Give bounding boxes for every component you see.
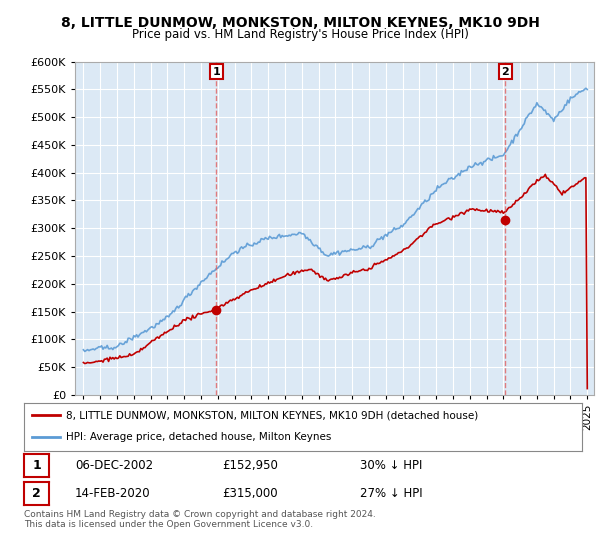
Text: 8, LITTLE DUNMOW, MONKSTON, MILTON KEYNES, MK10 9DH (detached house): 8, LITTLE DUNMOW, MONKSTON, MILTON KEYNE… xyxy=(66,410,478,420)
Text: HPI: Average price, detached house, Milton Keynes: HPI: Average price, detached house, Milt… xyxy=(66,432,331,442)
Text: 2: 2 xyxy=(502,67,509,77)
Text: Price paid vs. HM Land Registry's House Price Index (HPI): Price paid vs. HM Land Registry's House … xyxy=(131,28,469,41)
Text: 27% ↓ HPI: 27% ↓ HPI xyxy=(360,487,422,500)
Text: £152,950: £152,950 xyxy=(222,459,278,472)
Text: £315,000: £315,000 xyxy=(222,487,278,500)
Text: 06-DEC-2002: 06-DEC-2002 xyxy=(75,459,153,472)
Text: 14-FEB-2020: 14-FEB-2020 xyxy=(75,487,151,500)
Text: 30% ↓ HPI: 30% ↓ HPI xyxy=(360,459,422,472)
Text: Contains HM Land Registry data © Crown copyright and database right 2024.
This d: Contains HM Land Registry data © Crown c… xyxy=(24,510,376,529)
Text: 1: 1 xyxy=(32,459,41,472)
Text: 8, LITTLE DUNMOW, MONKSTON, MILTON KEYNES, MK10 9DH: 8, LITTLE DUNMOW, MONKSTON, MILTON KEYNE… xyxy=(61,16,539,30)
Text: 1: 1 xyxy=(212,67,220,77)
Text: 2: 2 xyxy=(32,487,41,500)
